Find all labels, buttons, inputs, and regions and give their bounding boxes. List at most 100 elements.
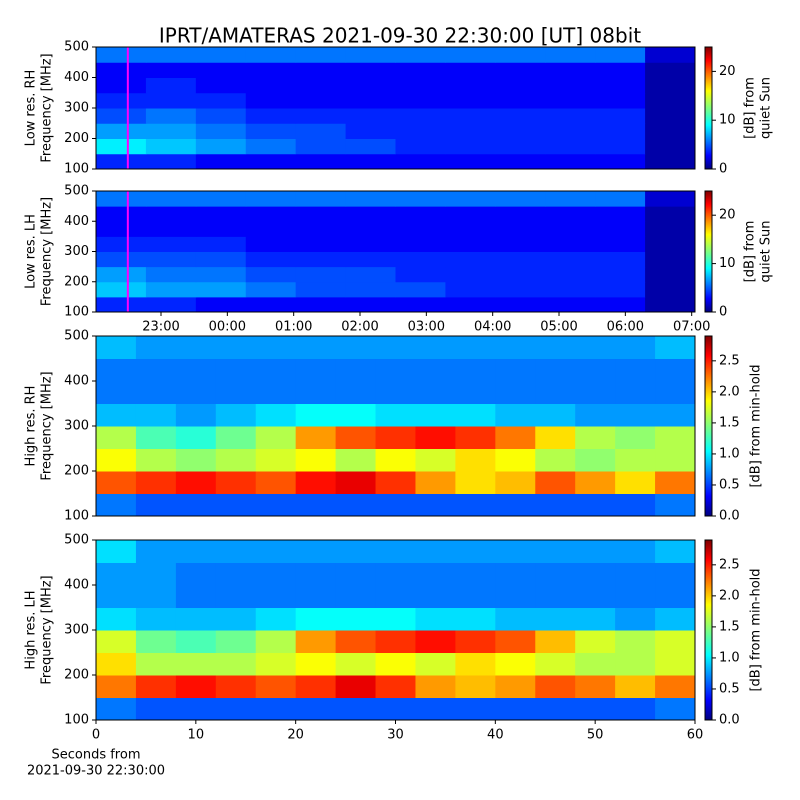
heatmap-cell xyxy=(96,471,137,494)
heatmap-cell xyxy=(615,426,656,449)
y-axis-label: High res. LH xyxy=(24,590,39,669)
heatmap-cell xyxy=(415,426,456,449)
heatmap-cell xyxy=(375,675,416,698)
heatmap-cell xyxy=(535,448,576,472)
heatmap-cell xyxy=(395,92,446,109)
heatmap-cell xyxy=(135,652,177,676)
heatmap-cell xyxy=(295,266,347,283)
heatmap-cell xyxy=(145,92,197,109)
heatmap-cell xyxy=(96,191,147,207)
heatmap-cell xyxy=(96,426,137,449)
heatmap-cell xyxy=(545,221,596,237)
heatmap-cell xyxy=(135,585,177,608)
heatmap-cell xyxy=(655,652,696,676)
heatmap-cell xyxy=(175,697,217,721)
colorbar xyxy=(704,335,713,517)
heatmap-cell xyxy=(455,381,496,404)
heatmap-cell xyxy=(395,296,446,313)
colorbar-tick-label: 0.0 xyxy=(719,509,740,524)
heatmap-cell xyxy=(575,540,616,563)
x-tick-label: 40 xyxy=(487,728,504,743)
x-tick-label: 05:00 xyxy=(540,320,577,335)
heatmap-cell xyxy=(445,153,496,170)
colorbar-label: [dB] from min-hold xyxy=(749,364,764,487)
heatmap-cell xyxy=(135,493,177,517)
heatmap-cell xyxy=(575,448,616,472)
heatmap-cell xyxy=(295,652,337,676)
heatmap-cell xyxy=(345,296,396,313)
heatmap-cell xyxy=(255,471,297,494)
heatmap-cell xyxy=(245,108,297,124)
heatmap-cell xyxy=(595,108,646,124)
heatmap-cell xyxy=(295,426,337,449)
heatmap-cell xyxy=(96,206,147,222)
heatmap-cell xyxy=(96,336,137,359)
heatmap-cell xyxy=(575,585,616,608)
heatmap-cell xyxy=(575,381,616,404)
heatmap-cell xyxy=(145,206,197,222)
y-tick-label: 500 xyxy=(64,40,89,55)
heatmap-cell xyxy=(335,585,377,608)
heatmap-cell xyxy=(135,358,177,382)
heatmap-cell xyxy=(495,62,546,78)
heatmap-cell xyxy=(175,493,217,517)
heatmap-cell xyxy=(595,236,646,252)
heatmap-cell xyxy=(545,92,596,109)
heatmap-cell xyxy=(175,336,217,359)
heatmap-cell xyxy=(245,77,297,94)
heatmap-cell xyxy=(215,493,257,517)
heatmap-cell xyxy=(135,607,177,631)
y-tick-label: 100 xyxy=(64,509,89,524)
colorbar-label: quiet Sun xyxy=(759,77,774,139)
heatmap-cell xyxy=(545,138,596,155)
heatmap-cell xyxy=(455,493,496,517)
heatmap-cell xyxy=(415,471,456,494)
heatmap-cell xyxy=(255,493,297,517)
heatmap-cell xyxy=(375,540,416,563)
heatmap-cell xyxy=(595,191,646,207)
colorbar-tick-label: 0.0 xyxy=(719,713,740,728)
heatmap-cell xyxy=(295,540,337,563)
heatmap-cell xyxy=(545,251,596,268)
heatmap-cell xyxy=(175,403,217,427)
heatmap-cell xyxy=(96,448,137,472)
heatmap-cell xyxy=(545,191,596,207)
heatmap-cell xyxy=(495,448,536,472)
y-tick-label: 300 xyxy=(64,244,89,259)
heatmap-cell xyxy=(175,448,217,472)
heatmap-cell xyxy=(615,493,656,517)
heatmap-cell xyxy=(395,221,446,237)
colorbar-tick-label: 20 xyxy=(719,208,736,223)
heatmap-cell xyxy=(645,138,696,155)
heatmap-cell xyxy=(415,358,456,382)
heatmap-cell xyxy=(455,630,496,653)
heatmap-cell xyxy=(175,471,217,494)
heatmap-cell xyxy=(145,236,197,252)
heatmap-cell xyxy=(545,206,596,222)
heatmap-cell xyxy=(195,251,247,268)
heatmap-cell xyxy=(415,675,456,698)
heatmap-cell xyxy=(215,336,257,359)
heatmap-cell xyxy=(495,266,546,283)
heatmap-cell xyxy=(655,381,696,404)
heatmap-cell xyxy=(96,236,147,252)
heatmap-cell xyxy=(455,448,496,472)
heatmap-cell xyxy=(445,266,496,283)
heatmap-cell xyxy=(345,92,396,109)
heatmap-cell xyxy=(175,540,217,563)
heatmap-cell xyxy=(495,123,546,139)
heatmap-cell xyxy=(215,675,257,698)
heatmap-cell xyxy=(375,585,416,608)
heatmap-cell xyxy=(295,448,337,472)
heatmap-cell xyxy=(345,62,396,78)
heatmap-cell xyxy=(245,266,297,283)
heatmap-cell xyxy=(245,221,297,237)
heatmap-cell xyxy=(545,47,596,63)
heatmap-cell xyxy=(245,92,297,109)
heatmap-cell xyxy=(145,153,197,170)
heatmap-cell xyxy=(445,296,496,313)
y-tick-label: 200 xyxy=(64,274,89,289)
heatmap-cell xyxy=(645,281,696,298)
heatmap-cell xyxy=(575,562,616,586)
heatmap-cell xyxy=(195,266,247,283)
